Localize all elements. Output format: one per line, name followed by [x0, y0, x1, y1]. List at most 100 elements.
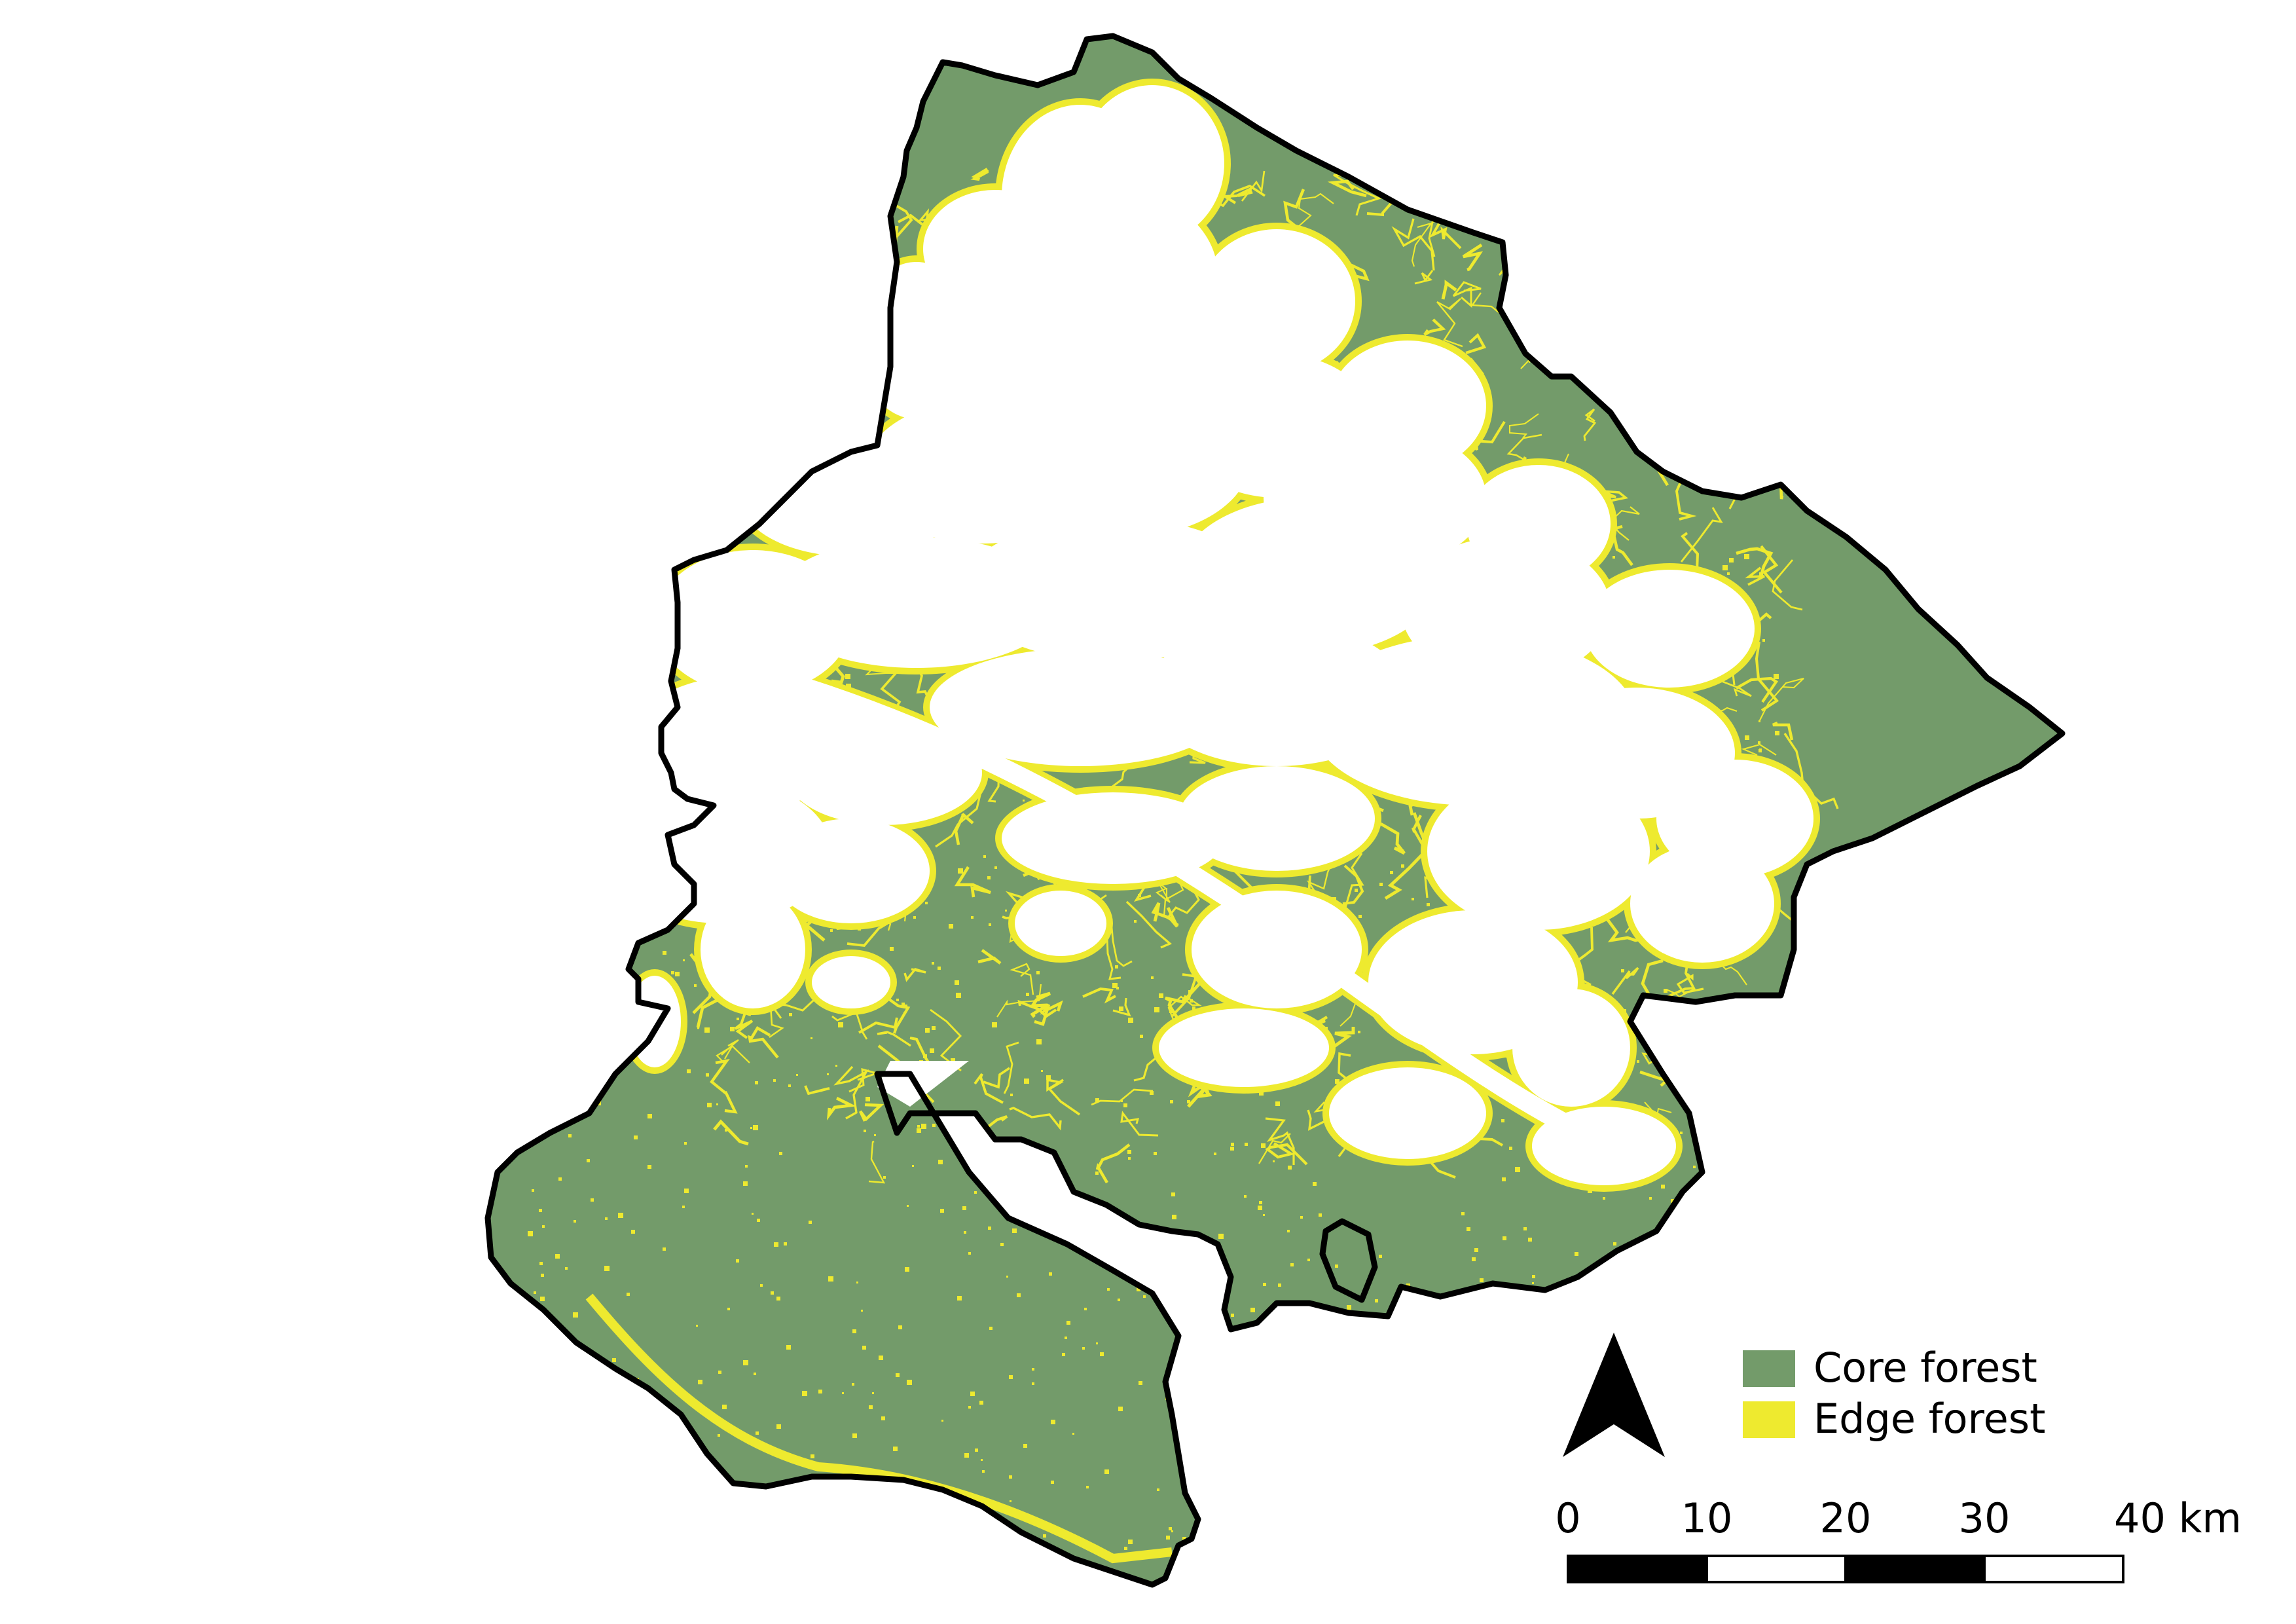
- edge-forest-line: [1673, 316, 1696, 387]
- edge-forest-line: [1608, 506, 1640, 524]
- edge-forest-pixel: [553, 773, 558, 777]
- edge-forest-pixel: [962, 1206, 966, 1210]
- edge-forest-pixel: [1340, 1344, 1343, 1348]
- edge-forest-line: [663, 422, 707, 454]
- edge-forest-line: [1614, 197, 1681, 270]
- edge-forest-pixel: [1534, 1338, 1537, 1341]
- edge-forest-pixel: [968, 1406, 971, 1409]
- edge-forest-pixel: [1770, 1244, 1776, 1249]
- edge-forest-pixel: [1112, 983, 1118, 988]
- edge-forest-pixel: [1115, 965, 1118, 969]
- edge-forest-line: [1095, 1143, 1131, 1184]
- edge-forest-line: [1046, 1078, 1080, 1116]
- edge-forest-pixel: [541, 1274, 544, 1277]
- edge-forest-line: [1379, 822, 1406, 855]
- edge-forest-pixel: [1650, 1010, 1653, 1014]
- edge-forest-pixel: [1128, 1157, 1131, 1160]
- edge-forest-pixel: [1732, 1201, 1736, 1205]
- edge-forest-line: [734, 429, 750, 437]
- scale-tick-0: 0: [1555, 1494, 1580, 1542]
- edge-forest-pixel: [1107, 1288, 1110, 1291]
- edge-forest-line: [983, 1067, 1011, 1089]
- edge-forest-line: [1672, 451, 1738, 483]
- edge-forest-pixel: [968, 1252, 971, 1255]
- edge-forest-pixel: [575, 1430, 578, 1433]
- edge-forest-pixel: [1046, 1075, 1051, 1080]
- edge-forest-pixel: [866, 1097, 870, 1101]
- non-forest-patch: [1178, 498, 1440, 655]
- edge-forest-pixel: [1523, 1227, 1527, 1230]
- edge-forest-line: [801, 384, 830, 444]
- edge-forest-line: [1736, 547, 1774, 579]
- edge-forest-pixel: [753, 1125, 758, 1130]
- non-forest-patch: [1512, 989, 1630, 1107]
- edge-forest-pixel: [532, 1189, 534, 1192]
- edge-forest-line: [786, 164, 804, 182]
- edge-forest-pixel: [524, 1453, 528, 1458]
- edge-forest-line: [868, 1140, 886, 1184]
- edge-forest-pixel: [1720, 1408, 1724, 1412]
- edge-forest-pixel: [1324, 1446, 1327, 1449]
- edge-forest-pixel: [1298, 1372, 1300, 1375]
- edge-forest-pixel: [858, 927, 861, 931]
- edge-forest-pixel: [1175, 1016, 1178, 1019]
- edge-forest-pixel: [1044, 1188, 1048, 1191]
- edge-forest-line: [750, 256, 781, 290]
- edge-forest-pixel: [1775, 1025, 1779, 1029]
- edge-forest-pixel: [596, 868, 600, 872]
- edge-forest-pixel: [755, 1081, 758, 1084]
- edge-forest-pixel: [1065, 1337, 1067, 1339]
- non-forest-patch: [812, 956, 890, 1008]
- edge-forest-line: [1745, 263, 1763, 289]
- edge-forest-pixel: [896, 1373, 900, 1377]
- edge-forest-line: [1003, 1041, 1019, 1094]
- edge-forest-line: [644, 251, 703, 286]
- edge-forest-pixel: [852, 1433, 857, 1438]
- edge-forest-pixel: [1319, 1213, 1322, 1217]
- edge-forest-pixel: [585, 1479, 589, 1483]
- edge-forest-pixel: [1151, 976, 1154, 979]
- edge-forest-line: [977, 949, 1002, 965]
- edge-forest-pixel: [1128, 1018, 1133, 1023]
- edge-forest-line: [1112, 997, 1131, 1017]
- edge-forest-pixel: [533, 542, 535, 544]
- edge-forest-pixel: [1000, 1243, 1004, 1246]
- edge-forest-pixel: [852, 1329, 856, 1333]
- edge-forest-pixel: [1724, 1120, 1726, 1122]
- edge-forest-pixel: [1639, 1314, 1641, 1316]
- edge-forest-pixel: [1747, 1220, 1751, 1223]
- edge-forest-line: [1187, 1074, 1212, 1108]
- edge-forest-pixel: [513, 832, 517, 836]
- edge-forest-pixel: [550, 536, 555, 542]
- edge-forest-line: [768, 991, 824, 1019]
- legend-label-edge: Edge forest: [1813, 1395, 2045, 1443]
- edge-forest-pixel: [579, 1458, 581, 1460]
- edge-forest-pixel: [1719, 1006, 1722, 1009]
- edge-forest-pixel: [1305, 1366, 1310, 1371]
- edge-forest-pixel: [1575, 1252, 1578, 1256]
- edge-forest-pixel: [1485, 1111, 1488, 1115]
- edge-forest-line: [1384, 812, 1430, 900]
- edge-forest-pixel: [1169, 1010, 1173, 1013]
- edge-forest-pixel: [1119, 1006, 1123, 1011]
- edge-forest-line: [735, 217, 754, 234]
- edge-forest-line: [1697, 378, 1724, 400]
- edge-forest-line: [1462, 244, 1484, 272]
- edge-forest-line: [761, 375, 788, 403]
- edge-forest-line: [1772, 559, 1803, 611]
- edge-forest-pixel: [631, 1230, 635, 1234]
- edge-forest-pixel: [539, 682, 543, 686]
- edge-forest-line: [1567, 927, 1594, 969]
- edge-forest-pixel: [1469, 1301, 1473, 1305]
- edge-forest-pixel: [1261, 1143, 1266, 1148]
- edge-forest-pixel: [1283, 1483, 1285, 1485]
- edge-forest-pixel: [1693, 1166, 1696, 1168]
- edge-forest-line: [1602, 490, 1629, 502]
- edge-forest-pixel: [1779, 1166, 1783, 1170]
- non-forest-patch: [1178, 766, 1375, 871]
- edge-forest-pixel: [1273, 1160, 1275, 1162]
- edge-forest-pixel: [1239, 1556, 1242, 1559]
- edge-forest-pixel: [1674, 1542, 1677, 1545]
- edge-forest-pixel: [1718, 1064, 1722, 1068]
- edge-forest-coastline: [585, 1293, 1173, 1564]
